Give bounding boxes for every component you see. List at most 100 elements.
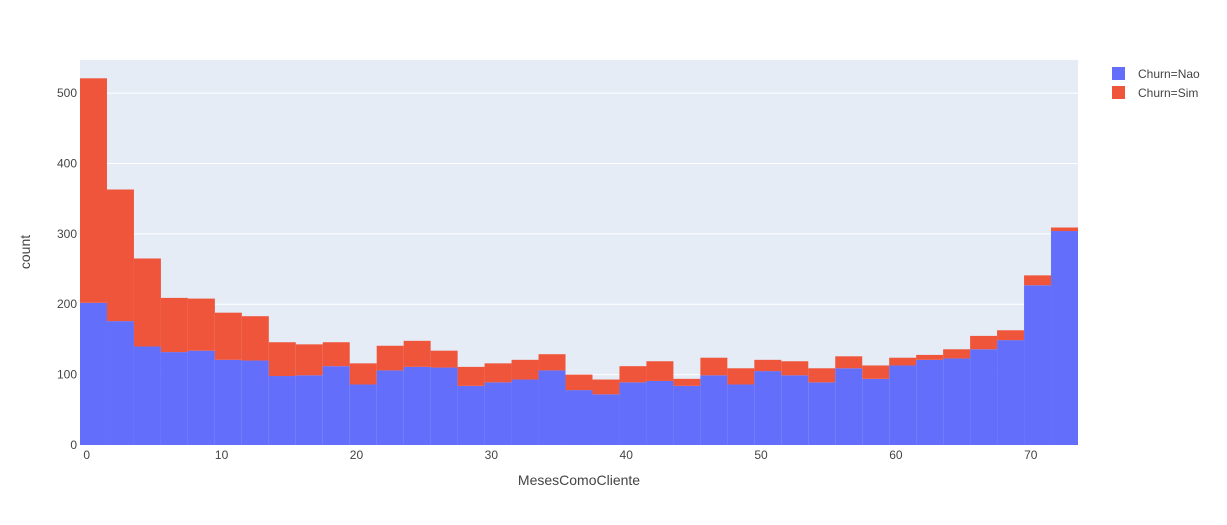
- x-tick-label-20: 20: [350, 448, 364, 462]
- y-tick-label-100: 100: [57, 368, 77, 382]
- bar-nao-4: [187, 350, 215, 445]
- bar-sim-9: [322, 342, 350, 367]
- bar-nao-2: [133, 346, 161, 445]
- bar-sim-33: [970, 335, 998, 350]
- bar-sim-12: [403, 340, 431, 367]
- bar-sim-29: [862, 365, 890, 379]
- legend: Churn=Nao Churn=Sim: [1112, 67, 1200, 100]
- bar-sim-20: [619, 366, 647, 383]
- y-tick-label-400: 400: [57, 156, 77, 170]
- legend-label-sim: Churn=Sim: [1138, 86, 1198, 100]
- bar-nao-18: [565, 390, 593, 445]
- bar-nao-31: [916, 359, 944, 445]
- x-tick-label-0: 0: [83, 448, 90, 462]
- bar-nao-15: [484, 382, 512, 445]
- x-axis-title: MesesComoCliente: [518, 472, 640, 488]
- bar-sim-13: [430, 350, 458, 368]
- bar-sim-18: [565, 374, 593, 391]
- legend-swatch-nao: [1112, 67, 1125, 80]
- bar-nao-1: [106, 321, 134, 445]
- bar-nao-23: [700, 375, 728, 445]
- bar-sim-16: [511, 359, 539, 380]
- y-tick-label-500: 500: [57, 86, 77, 100]
- bar-nao-11: [376, 370, 404, 445]
- x-tick-label-40: 40: [620, 448, 634, 462]
- bar-nao-21: [646, 380, 674, 445]
- bar-nao-33: [970, 349, 998, 445]
- x-tick-label-60: 60: [889, 448, 903, 462]
- bar-sim-34: [997, 330, 1025, 341]
- bar-sim-4: [187, 298, 215, 351]
- bar-sim-30: [889, 357, 917, 366]
- bar-sim-11: [376, 345, 404, 371]
- bar-sim-35: [1024, 275, 1052, 286]
- y-tick-label-300: 300: [57, 227, 77, 241]
- bar-nao-14: [457, 385, 485, 445]
- y-tick-label-0: 0: [70, 438, 77, 452]
- bar-nao-0: [80, 302, 107, 445]
- bar-nao-30: [889, 365, 917, 445]
- bar-sim-31: [916, 354, 944, 360]
- bar-nao-17: [538, 370, 566, 445]
- x-tick-labels: 0 10 20 30 40 50 60 70: [83, 448, 1037, 462]
- bar-nao-5: [214, 359, 242, 445]
- y-tick-label-200: 200: [57, 297, 77, 311]
- bar-sim-25: [754, 359, 782, 372]
- bar-sim-6: [241, 316, 269, 361]
- bar-nao-13: [430, 367, 458, 445]
- bar-nao-7: [268, 376, 296, 445]
- bar-nao-20: [619, 382, 647, 445]
- y-axis-title: count: [17, 235, 33, 269]
- bar-nao-22: [673, 385, 701, 445]
- bar-sim-7: [268, 342, 296, 377]
- bar-nao-27: [808, 382, 836, 445]
- bar-nao-35: [1024, 285, 1052, 445]
- bar-sim-5: [214, 312, 242, 360]
- bar-nao-29: [862, 378, 890, 445]
- bar-sim-15: [484, 363, 512, 383]
- bar-sim-26: [781, 361, 809, 376]
- x-tick-label-70: 70: [1024, 448, 1038, 462]
- bar-nao-3: [160, 352, 188, 445]
- bar-sim-1: [106, 189, 134, 322]
- bar-sim-3: [160, 297, 188, 353]
- bar-nao-19: [592, 394, 620, 445]
- bar-nao-36: [1051, 231, 1078, 445]
- legend-label-nao: Churn=Nao: [1138, 67, 1200, 81]
- bar-sim-36: [1051, 227, 1078, 232]
- bar-sim-8: [295, 344, 323, 376]
- bar-nao-25: [754, 371, 782, 445]
- bar-sim-27: [808, 368, 836, 383]
- bar-sim-24: [727, 368, 755, 385]
- bar-sim-22: [673, 378, 701, 386]
- bar-nao-6: [241, 360, 269, 445]
- bar-sim-17: [538, 354, 566, 371]
- bar-nao-12: [403, 366, 431, 445]
- bar-sim-10: [349, 363, 377, 385]
- bars: [80, 78, 1078, 445]
- bar-nao-24: [727, 384, 755, 445]
- bar-nao-8: [295, 375, 323, 445]
- bar-sim-19: [592, 379, 620, 395]
- bar-nao-9: [322, 366, 350, 445]
- bar-nao-28: [835, 368, 863, 445]
- bar-sim-0: [80, 78, 107, 303]
- bar-nao-26: [781, 375, 809, 445]
- legend-item-nao[interactable]: Churn=Nao: [1112, 67, 1200, 81]
- y-tick-labels: 0 100 200 300 400 500: [57, 86, 77, 452]
- bar-nao-32: [943, 358, 971, 445]
- bar-sim-2: [133, 258, 161, 347]
- x-tick-label-50: 50: [754, 448, 768, 462]
- bar-sim-14: [457, 366, 485, 386]
- bar-sim-23: [700, 357, 728, 376]
- bar-sim-21: [646, 361, 674, 381]
- bar-sim-32: [943, 349, 971, 359]
- bar-nao-16: [511, 379, 539, 445]
- x-tick-label-30: 30: [485, 448, 499, 462]
- bar-nao-34: [997, 340, 1025, 445]
- x-tick-label-10: 10: [215, 448, 229, 462]
- bar-nao-10: [349, 384, 377, 445]
- legend-item-sim[interactable]: Churn=Sim: [1112, 86, 1198, 100]
